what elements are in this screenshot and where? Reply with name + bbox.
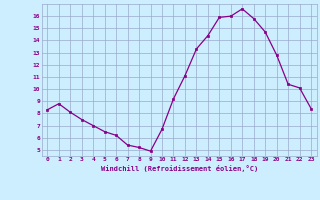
X-axis label: Windchill (Refroidissement éolien,°C): Windchill (Refroidissement éolien,°C): [100, 165, 258, 172]
